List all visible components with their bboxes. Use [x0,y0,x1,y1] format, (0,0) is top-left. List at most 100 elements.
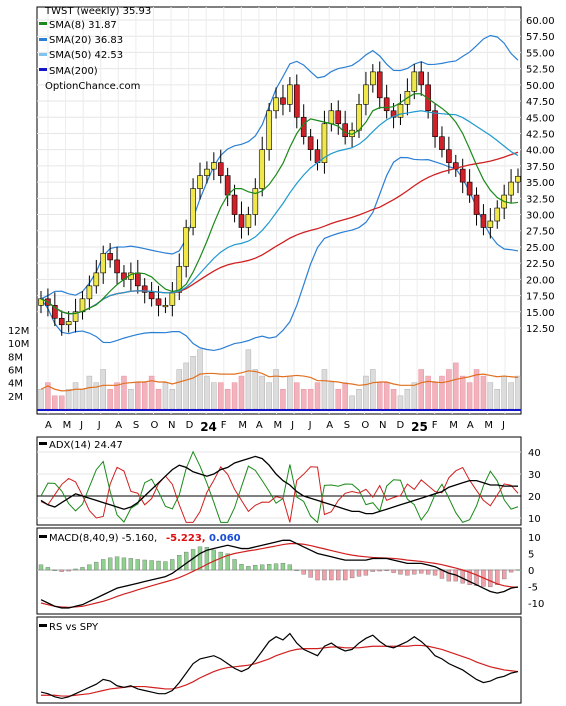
candle-body [155,298,162,306]
candle-body [439,136,445,150]
candle-body [52,305,58,319]
volume-bar [204,375,210,410]
macd-histogram-bar [204,547,210,571]
volume-bar [190,356,196,410]
volume-bar [446,369,452,410]
candle-body [204,168,210,176]
macd-histogram-bar [170,559,175,571]
candle-body [280,97,286,105]
candle-body [293,84,300,118]
macd-histogram-bar [142,559,147,571]
candle-body [266,110,272,150]
price-tick-label: 22.50 [526,259,555,270]
x-tick-label: J [290,420,294,431]
candle-body [176,266,183,293]
candle-body [93,272,100,287]
candle-body [86,285,93,300]
candle-body [211,162,217,170]
legend-source: OptionChance.com [45,81,140,92]
macd-histogram-bar [329,569,334,581]
macd-signal-label: -5.223, [166,533,206,544]
macd-histogram-bar [273,563,279,571]
candle-body [508,181,514,196]
rs-panel [36,616,522,704]
volume-bar [238,375,245,410]
macd-histogram-bar [52,569,57,571]
candle-body [383,97,390,112]
volume-bar [176,369,183,410]
candle-body [231,194,238,215]
volume-bar [107,389,113,410]
volume-bar [335,389,342,410]
volume-tick-label: 6M [8,366,23,377]
candle-body [217,162,224,176]
candle-body [446,149,452,163]
candle-body [183,227,189,267]
x-tick-label: M [484,420,493,431]
volume-bar [418,369,424,410]
rs-lines [40,632,519,700]
volume-bar [397,395,404,410]
volume-tick-label: 4M [8,379,23,390]
volume-bar [135,382,141,410]
volume-bar [197,349,203,410]
candle-body [259,149,266,189]
candle-body [148,292,155,300]
macd-histogram-bar [446,569,452,582]
candle-body [480,214,487,228]
candle-body [273,97,279,112]
volume-bar [494,389,501,410]
candle-body [418,71,425,86]
macd-lines [37,539,521,609]
volume-bar [501,375,507,410]
macd-histogram-bar [301,569,306,575]
macd-histogram-bar [432,569,438,576]
macd-histogram-bar [460,569,465,584]
volume-bar [349,395,355,410]
x-tick-label: N [168,420,175,431]
legend-title: TWST (weekly) 35.93 [44,6,151,17]
candle-body [473,194,480,215]
x-tick-label: A [256,420,263,431]
candle-body [58,317,65,326]
x-tick-label: F [432,420,438,431]
macd-histogram-bar [515,569,521,571]
candle-body [411,71,418,92]
candle-body [287,84,293,105]
macd-histogram-bar [425,569,431,575]
price-tick-label: 52.50 [526,65,555,76]
candle-body [432,110,438,138]
rs-title: RS vs SPY [39,622,99,633]
macd-histogram-bar [107,557,113,571]
x-tick-label: S [133,420,139,431]
x-tick-label: 25 [411,420,428,434]
bollinger-lower [40,156,519,352]
macd-histogram-bar [349,569,355,579]
volume-bar [287,375,293,410]
candle-body [515,175,521,183]
price-tick-label: 42.50 [526,129,555,140]
price-tick-label: 20.00 [526,275,555,286]
price-tick-label: 40.00 [526,146,555,157]
macd-histogram-bar [156,560,161,571]
x-tick-label: A [326,420,333,431]
x-tick-label: J [79,420,83,431]
macd-histogram-bar [135,559,140,571]
volume-bar [390,389,397,410]
candle-body [452,162,459,170]
volume-bar [114,382,120,410]
macd-histogram-bar [384,569,389,571]
macd-tick-label: 10 [528,533,541,544]
macd-histogram-bar [225,553,230,571]
volume-bar [162,382,169,410]
macd-histogram-bar [419,569,424,574]
macd-histogram-bar [474,569,479,586]
macd-histogram-bar [495,569,500,585]
candle-body [328,110,335,125]
macd-histogram-bar [467,569,472,585]
candle-body [487,220,494,228]
x-tick-label: A [45,420,52,431]
macd-tick-label: 5 [528,550,534,561]
x-tick-label: O [361,420,369,431]
macd-histogram-bar [502,569,507,580]
